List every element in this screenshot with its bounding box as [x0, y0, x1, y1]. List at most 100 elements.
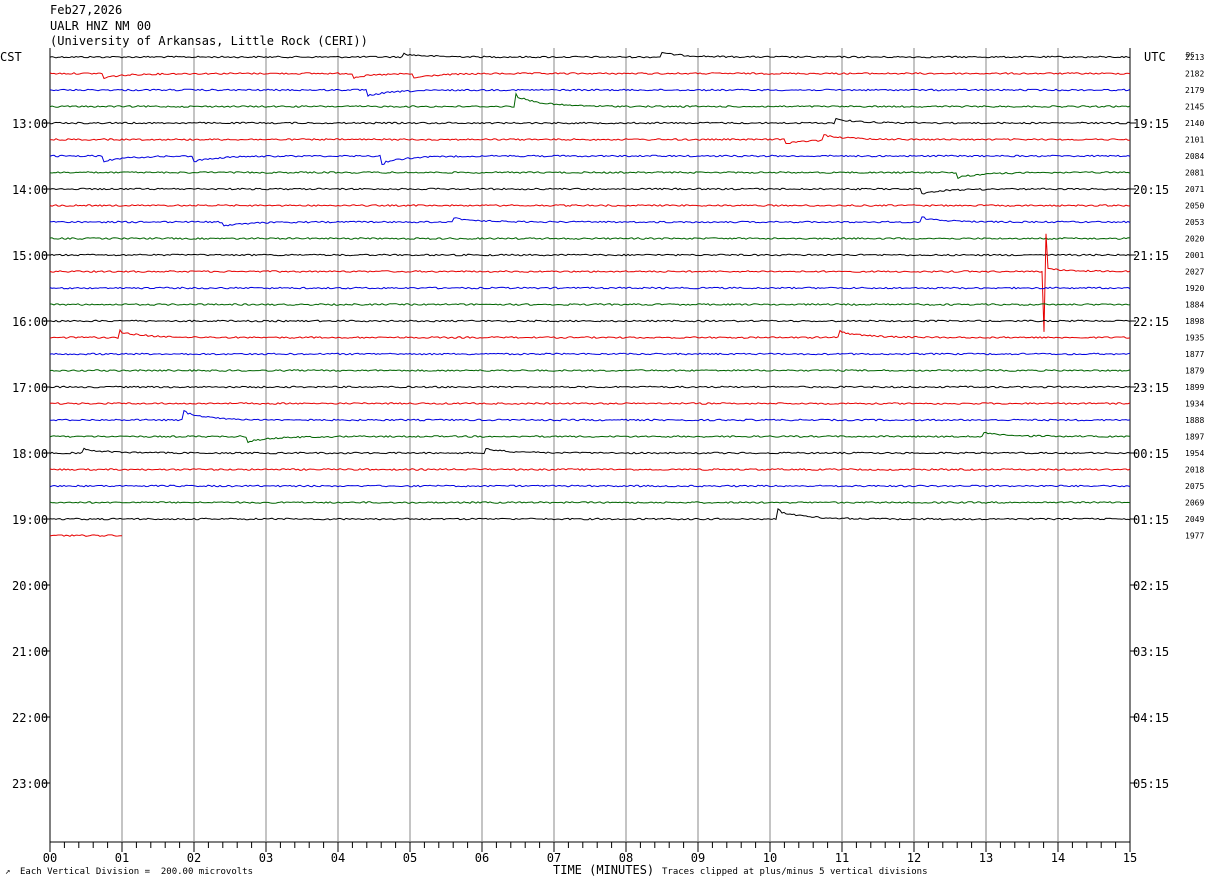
- x-tick-label: 09: [691, 851, 705, 865]
- seismic-trace: [49, 534, 122, 537]
- dc-value: 1935: [1185, 334, 1204, 343]
- x-tick-label: 05: [403, 851, 417, 865]
- seismic-trace: [49, 253, 1131, 257]
- seismic-trace: [49, 187, 1131, 195]
- seismic-trace: [49, 352, 1131, 356]
- x-tick-label: 07: [547, 851, 561, 865]
- cst-label: CST: [0, 50, 22, 64]
- seismic-trace: [49, 319, 1131, 323]
- seismic-trace: [49, 447, 1131, 455]
- dc-value: 2049: [1185, 515, 1204, 524]
- seismic-trace: [49, 508, 1131, 521]
- x-tick-label: 08: [619, 851, 633, 865]
- dc-value: 2071: [1185, 185, 1204, 194]
- seismic-trace: [49, 385, 1131, 389]
- utc-label: UTC: [1144, 50, 1166, 64]
- x-tick-label: 15: [1123, 851, 1137, 865]
- dc-value: 2020: [1185, 235, 1204, 244]
- dc-value: 1898: [1185, 317, 1204, 326]
- utc-hour-label: 01:15: [1133, 513, 1169, 527]
- dc-value: 1977: [1185, 532, 1204, 541]
- seismic-trace: [49, 237, 1131, 240]
- dc-value: 1899: [1185, 383, 1204, 392]
- scale-note: Each Vertical Division = 200.00 microvol…: [20, 867, 253, 877]
- seismic-trace: [49, 431, 1131, 444]
- seismic-trace: [49, 484, 1131, 488]
- x-tick-label: 10: [763, 851, 777, 865]
- x-tick-label: 11: [835, 851, 849, 865]
- cst-hour-label: 20:00: [12, 579, 48, 593]
- utc-hour-label: 20:15: [1133, 183, 1169, 197]
- utc-hour-label: 21:15: [1133, 249, 1169, 263]
- seismic-trace: [49, 402, 1131, 405]
- dc-value: 1884: [1185, 301, 1204, 310]
- cst-hour-label: 19:00: [12, 513, 48, 527]
- x-tick-label: 06: [475, 851, 489, 865]
- cst-hour-label: 18:00: [12, 447, 48, 461]
- dc-value: 2179: [1185, 86, 1204, 95]
- cst-hour-label: 16:00: [12, 315, 48, 329]
- seismic-trace: [49, 233, 1131, 332]
- station-name: UALR HNZ NM 00: [50, 19, 152, 33]
- cst-hour-label: 23:00: [12, 777, 48, 791]
- dc-value: 1954: [1185, 449, 1204, 458]
- cst-hour-label: 17:00: [12, 381, 48, 395]
- dc-value: 2182: [1185, 70, 1204, 79]
- x-tick-label: 02: [187, 851, 201, 865]
- seismic-trace: [49, 117, 1131, 125]
- seismic-trace: [49, 171, 1131, 180]
- dc-value: 2084: [1185, 152, 1204, 161]
- utc-hour-label: 22:15: [1133, 315, 1169, 329]
- x-tick-label: 12: [907, 851, 921, 865]
- seismic-trace: [49, 501, 1131, 504]
- institution-name: (University of Arkansas, Little Rock (CE…: [50, 34, 368, 48]
- x-tick-label: 13: [979, 851, 993, 865]
- clip-note: Traces clipped at plus/minus 5 vertical …: [662, 867, 928, 877]
- seismic-trace: [49, 51, 1131, 59]
- cst-hour-label: 15:00: [12, 249, 48, 263]
- seismic-trace: [49, 204, 1130, 207]
- seismic-trace: [50, 409, 1131, 422]
- cst-hour-label: 14:00: [12, 183, 48, 197]
- dc-value: 2081: [1185, 169, 1204, 178]
- dc-value: 2018: [1185, 466, 1204, 475]
- utc-hour-label: 02:15: [1133, 579, 1169, 593]
- corner-mark-icon: ↗: [5, 867, 11, 877]
- x-tick-label: 04: [331, 851, 345, 865]
- dc-value: 2145: [1185, 103, 1204, 112]
- seismic-trace: [49, 134, 1131, 144]
- x-tick-label: 03: [259, 851, 273, 865]
- dc-value: 2140: [1185, 119, 1204, 128]
- seismic-trace: [50, 216, 1131, 227]
- dc-value: 1879: [1185, 367, 1204, 376]
- utc-hour-label: 04:15: [1133, 711, 1169, 725]
- dc-value: 2001: [1185, 251, 1204, 260]
- seismic-trace: [49, 468, 1131, 471]
- dc-value: 1888: [1185, 416, 1204, 425]
- dc-value: 2050: [1185, 202, 1204, 211]
- seismic-trace: [49, 88, 1131, 97]
- utc-hour-label: 23:15: [1133, 381, 1169, 395]
- x-axis-label: TIME (MINUTES): [553, 863, 655, 877]
- dc-value: 2069: [1185, 499, 1204, 508]
- plot-date: Feb27,2026: [50, 3, 123, 17]
- cst-hour-label: 21:00: [12, 645, 48, 659]
- seismic-trace: [49, 154, 1131, 166]
- dc-header: DC: [1186, 51, 1194, 59]
- dc-value: 1877: [1185, 350, 1204, 359]
- utc-hour-label: 05:15: [1133, 777, 1169, 791]
- dc-value: 2053: [1185, 218, 1204, 227]
- dc-value: 2075: [1185, 482, 1204, 491]
- dc-value: 2027: [1185, 268, 1204, 277]
- seismic-trace: [49, 303, 1131, 306]
- dc-value: 1897: [1185, 433, 1204, 442]
- seismic-trace: [49, 328, 1131, 339]
- x-tick-label: 00: [43, 851, 57, 865]
- dc-value: 2101: [1185, 136, 1204, 145]
- seismic-trace: [49, 92, 1131, 108]
- utc-hour-label: 19:15: [1133, 117, 1169, 131]
- x-tick-label: 01: [115, 851, 129, 865]
- seismic-trace: [49, 286, 1131, 290]
- cst-hour-label: 13:00: [12, 117, 48, 131]
- dc-value: 1920: [1185, 284, 1204, 293]
